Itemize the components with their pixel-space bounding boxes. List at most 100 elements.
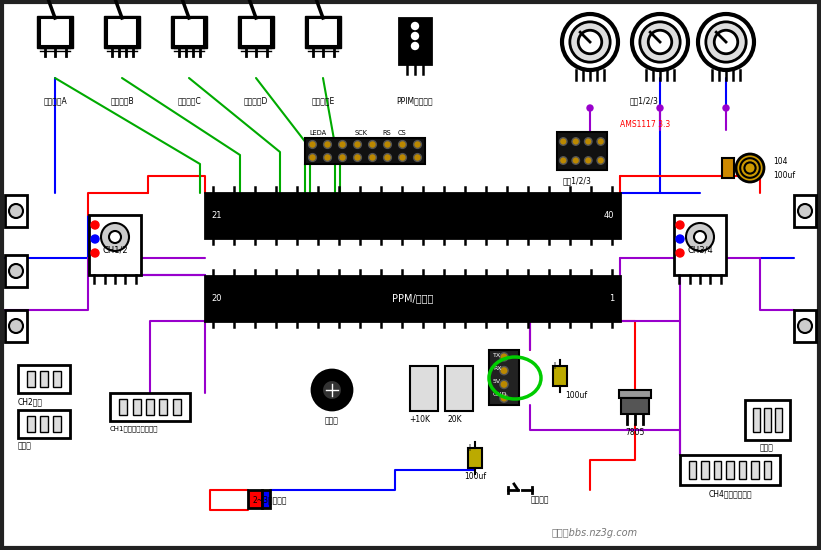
Bar [308,18,338,46]
Circle shape [686,223,714,251]
Bar [722,158,734,178]
Circle shape [411,32,419,40]
Circle shape [399,153,406,161]
Circle shape [706,22,746,62]
Text: 二段开关D: 二段开关D [244,96,268,105]
Circle shape [411,42,419,50]
Bar [172,399,181,415]
Bar [53,416,61,432]
Bar [241,18,271,46]
Circle shape [723,105,729,111]
Text: 三段开关C: 三段开关C [177,96,201,105]
Text: TX: TX [493,353,501,358]
Bar [445,366,473,411]
Bar [680,455,780,485]
Text: 20: 20 [211,294,222,303]
Bar [794,310,816,342]
Text: 20K: 20K [447,415,462,424]
Bar [27,371,35,387]
Circle shape [309,153,316,161]
Bar [553,366,567,386]
Circle shape [91,249,99,257]
Text: 104: 104 [773,157,787,167]
Bar [40,18,70,46]
Bar [775,408,782,432]
Bar [133,399,140,415]
Bar [205,276,620,321]
Text: 40: 40 [603,211,614,220]
Circle shape [414,153,421,161]
Circle shape [698,14,754,70]
Text: 21: 21 [211,211,222,220]
Bar [110,393,190,421]
Bar [171,16,207,48]
Text: 100uf: 100uf [565,391,587,400]
Bar [159,399,167,415]
Circle shape [676,235,684,243]
Bar [764,408,771,432]
Text: 1: 1 [608,294,614,303]
Bar [146,399,154,415]
Circle shape [383,141,392,149]
Bar [753,408,759,432]
Circle shape [562,14,618,70]
Circle shape [91,235,99,243]
Circle shape [354,153,361,161]
Bar [745,400,790,440]
Bar [205,193,620,238]
Circle shape [354,141,361,149]
Circle shape [500,380,508,388]
Bar [764,461,771,479]
Text: 旋钮1/2/3: 旋钮1/2/3 [563,176,592,185]
Text: PPM/模拟器: PPM/模拟器 [392,294,433,304]
Text: CH4微调、加减键: CH4微调、加减键 [709,489,752,498]
Bar [739,461,746,479]
Text: CH1微调、确认返回键: CH1微调、确认返回键 [110,425,158,432]
Bar [5,310,27,342]
Text: 型中国bbs.nz3g.com: 型中国bbs.nz3g.com [552,528,638,538]
Circle shape [736,154,764,182]
Circle shape [676,221,684,229]
Text: AMS1117 3.3: AMS1117 3.3 [620,120,670,129]
Text: 二段开关E: 二段开关E [311,96,335,105]
Bar [701,461,709,479]
Text: CS: CS [398,130,406,136]
Bar [104,16,140,48]
Text: RS: RS [382,130,391,136]
Text: CH1/2: CH1/2 [102,245,128,255]
Circle shape [572,138,580,145]
Bar [557,132,607,170]
Text: SCK: SCK [355,130,368,136]
Bar [727,461,734,479]
Bar [262,490,270,508]
Text: RX: RX [493,366,502,371]
Circle shape [500,366,508,375]
Circle shape [323,141,332,149]
Circle shape [694,231,706,243]
Circle shape [798,319,812,333]
Text: 三段开关B: 三段开关B [110,96,134,105]
Bar [5,255,27,287]
Circle shape [9,264,23,278]
Circle shape [632,14,688,70]
Circle shape [570,22,610,62]
Bar [18,365,70,393]
Bar [305,16,341,48]
Bar [5,195,27,227]
Circle shape [578,30,602,54]
Bar [619,390,651,398]
Circle shape [309,141,316,149]
Bar [238,16,274,48]
Circle shape [676,249,684,257]
Circle shape [312,370,352,410]
Text: 100uf: 100uf [773,170,795,179]
Bar [713,461,722,479]
Text: LEDA: LEDA [309,130,326,136]
Bar [107,18,137,46]
Circle shape [657,105,663,111]
Text: 菜单键: 菜单键 [760,443,774,452]
Circle shape [369,141,376,149]
Bar [119,399,127,415]
Text: GND: GND [493,392,507,397]
Text: 上下键: 上下键 [18,441,32,450]
